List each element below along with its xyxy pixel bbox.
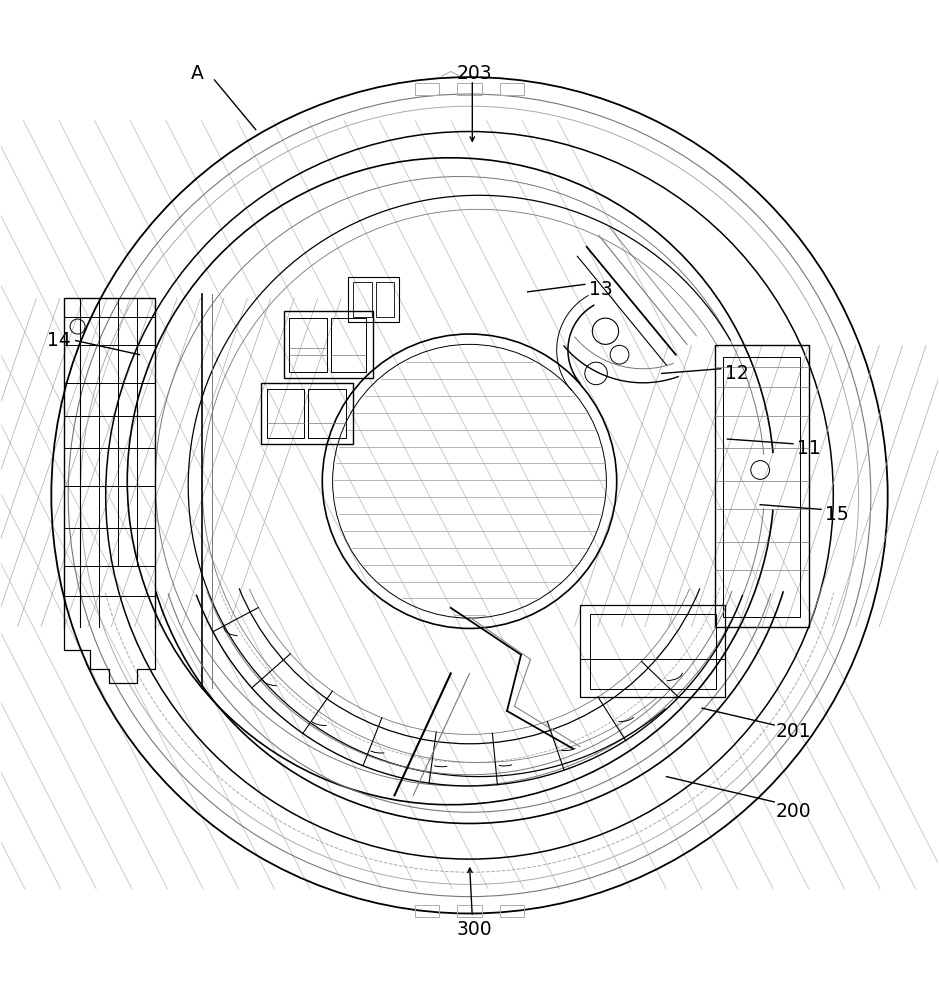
- Bar: [376, 282, 394, 317]
- Bar: [500, 905, 524, 917]
- Text: 13: 13: [589, 280, 612, 299]
- Bar: [723, 357, 799, 617]
- Bar: [580, 605, 726, 697]
- Bar: [261, 383, 353, 444]
- Bar: [267, 389, 304, 438]
- Bar: [590, 614, 716, 689]
- Text: 11: 11: [797, 439, 821, 458]
- Text: A: A: [192, 64, 204, 83]
- Bar: [500, 83, 524, 95]
- Text: 14: 14: [47, 331, 70, 350]
- Bar: [457, 83, 482, 95]
- Text: 201: 201: [776, 722, 810, 741]
- Text: 12: 12: [725, 364, 748, 383]
- Bar: [415, 83, 439, 95]
- Text: 203: 203: [456, 64, 492, 83]
- Text: 300: 300: [456, 920, 492, 939]
- Bar: [331, 318, 366, 372]
- Bar: [347, 277, 399, 322]
- Text: 15: 15: [825, 505, 849, 524]
- Bar: [457, 905, 482, 917]
- Bar: [308, 389, 346, 438]
- Bar: [289, 318, 327, 372]
- Bar: [415, 905, 439, 917]
- Bar: [353, 282, 372, 317]
- Bar: [284, 311, 373, 378]
- Text: 200: 200: [776, 802, 810, 821]
